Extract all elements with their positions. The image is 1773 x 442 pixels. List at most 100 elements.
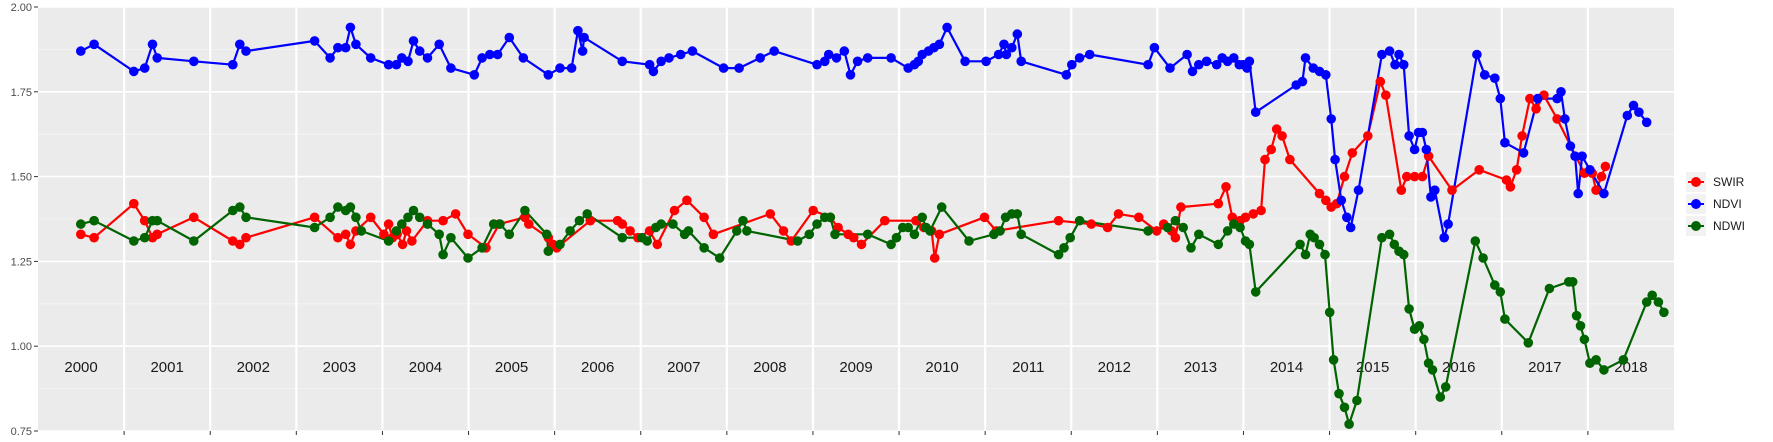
data-point-ndvi bbox=[129, 66, 139, 77]
data-point-ndvi bbox=[152, 53, 162, 63]
data-point-ndvi bbox=[1326, 114, 1336, 124]
data-point-ndvi bbox=[886, 53, 896, 63]
data-point-ndwi bbox=[434, 229, 445, 240]
data-point-ndvi bbox=[1573, 188, 1583, 199]
data-point-ndvi bbox=[675, 49, 686, 60]
data-point-ndwi bbox=[1470, 236, 1481, 246]
data-point-ndvi bbox=[1409, 144, 1420, 155]
data-point-ndvi bbox=[718, 63, 729, 73]
data-point-ndwi bbox=[333, 202, 343, 212]
data-point-ndwi bbox=[1178, 222, 1188, 233]
series-points bbox=[76, 22, 1669, 430]
data-point-ndvi bbox=[1565, 141, 1576, 151]
data-point-swir bbox=[89, 232, 99, 243]
data-point-ndwi bbox=[925, 226, 935, 236]
year-label: 2012 bbox=[1098, 359, 1131, 376]
data-point-ndvi bbox=[664, 53, 674, 63]
data-point-swir bbox=[1596, 171, 1607, 182]
data-point-swir bbox=[856, 239, 867, 250]
data-point-ndwi bbox=[1523, 338, 1534, 348]
data-point-swir bbox=[669, 205, 680, 216]
data-point-ndvi bbox=[566, 63, 577, 73]
data-point-ndwi bbox=[1235, 222, 1245, 233]
data-point-ndwi bbox=[714, 253, 725, 263]
data-point-ndwi bbox=[1339, 402, 1350, 413]
legend-key-point bbox=[1691, 199, 1701, 209]
data-point-ndwi bbox=[1295, 239, 1305, 250]
data-point-ndvi bbox=[76, 46, 86, 56]
data-point-ndvi bbox=[687, 46, 698, 56]
data-point-swir bbox=[1381, 90, 1391, 100]
data-point-ndwi bbox=[1377, 232, 1387, 243]
data-point-ndvi bbox=[1556, 87, 1566, 97]
data-point-ndvi bbox=[1244, 56, 1255, 67]
data-point-ndvi bbox=[1570, 151, 1580, 161]
data-point-swir bbox=[1213, 198, 1224, 209]
data-point-ndvi bbox=[1001, 49, 1012, 60]
data-point-ndvi bbox=[147, 39, 158, 50]
data-point-ndvi bbox=[852, 56, 863, 67]
data-point-ndwi bbox=[964, 236, 974, 246]
legend-key-point bbox=[1691, 221, 1701, 231]
data-point-ndvi bbox=[1398, 59, 1409, 70]
data-point-ndvi bbox=[492, 49, 503, 60]
data-point-ndvi bbox=[1201, 56, 1212, 67]
data-point-ndvi bbox=[1384, 46, 1395, 56]
data-point-swir bbox=[1151, 226, 1162, 236]
data-point-ndvi bbox=[942, 22, 952, 33]
data-point-ndwi bbox=[1222, 226, 1233, 236]
data-point-ndwi bbox=[438, 249, 448, 260]
data-point-ndvi bbox=[1641, 117, 1652, 128]
data-point-swir bbox=[1375, 76, 1386, 87]
data-point-ndvi bbox=[839, 46, 850, 56]
year-label: 2011 bbox=[1012, 359, 1044, 376]
data-point-ndwi bbox=[1618, 355, 1629, 365]
year-label: 2013 bbox=[1184, 359, 1217, 376]
data-point-ndvi bbox=[1345, 222, 1356, 233]
data-point-ndvi bbox=[518, 53, 529, 63]
data-point-ndvi bbox=[999, 39, 1009, 50]
data-point-swir bbox=[1053, 215, 1064, 226]
data-point-ndvi bbox=[89, 39, 99, 50]
data-point-swir bbox=[1339, 171, 1350, 182]
data-point-ndwi bbox=[683, 226, 694, 236]
data-point-ndvi bbox=[1194, 59, 1204, 70]
year-label: 2008 bbox=[753, 359, 786, 376]
data-point-ndvi bbox=[1067, 59, 1077, 70]
data-point-ndvi bbox=[573, 25, 583, 36]
legend-label-swir: SWIR bbox=[1713, 175, 1745, 189]
data-point-swir bbox=[880, 215, 890, 226]
y-tick-label: 1.75 bbox=[11, 87, 32, 99]
data-point-ndwi bbox=[89, 215, 99, 226]
data-point-swir bbox=[1525, 93, 1535, 104]
data-point-swir bbox=[152, 229, 162, 240]
data-point-ndwi bbox=[903, 222, 913, 233]
data-point-ndvi bbox=[1585, 165, 1595, 175]
data-point-ndvi bbox=[1012, 29, 1023, 39]
data-point-ndvi bbox=[383, 59, 394, 70]
data-point-swir bbox=[1102, 222, 1113, 233]
data-point-ndwi bbox=[1490, 280, 1500, 290]
data-point-ndwi bbox=[862, 229, 873, 240]
data-point-ndvi bbox=[1353, 185, 1364, 195]
data-point-ndvi bbox=[408, 36, 419, 46]
data-point-ndvi bbox=[1342, 212, 1352, 223]
data-point-ndvi bbox=[1084, 49, 1095, 60]
data-point-ndwi bbox=[1389, 239, 1400, 250]
data-point-ndvi bbox=[993, 49, 1004, 60]
data-point-ndwi bbox=[1334, 388, 1344, 399]
legend-label-ndvi: NDVI bbox=[1713, 197, 1742, 211]
data-point-ndwi bbox=[1170, 215, 1181, 226]
y-tick-label: 1.00 bbox=[11, 341, 32, 353]
data-point-ndwi bbox=[543, 246, 554, 256]
data-point-ndvi bbox=[755, 53, 765, 63]
data-point-ndwi bbox=[1414, 321, 1425, 331]
data-point-swir bbox=[1347, 148, 1358, 158]
data-point-ndwi bbox=[886, 239, 896, 250]
data-point-ndwi bbox=[356, 226, 367, 236]
data-point-ndvi bbox=[434, 39, 445, 50]
data-point-ndvi bbox=[1430, 185, 1440, 195]
data-point-ndvi bbox=[241, 46, 251, 56]
data-point-ndwi bbox=[1419, 334, 1429, 345]
